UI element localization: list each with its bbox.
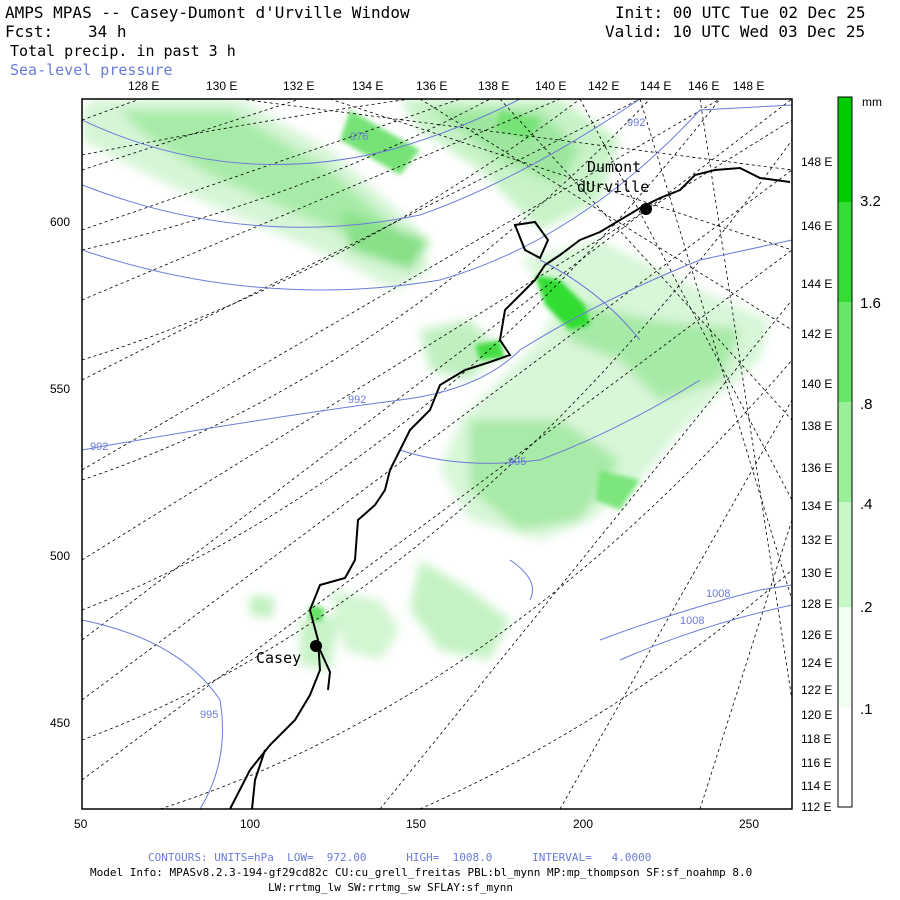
top-lon-label: 128 E xyxy=(128,79,160,93)
casey-station-marker[interactable] xyxy=(310,640,322,652)
right-lon-label: 144 E xyxy=(801,277,833,291)
dumont-label-line1: Dumont xyxy=(587,158,642,176)
precip-shading xyxy=(82,99,770,670)
colorbar-label: .1 xyxy=(860,701,873,718)
dumont-durville-station-marker[interactable] xyxy=(640,203,652,215)
colorbar-swatch-.8 xyxy=(838,302,852,402)
contour-label: 976 xyxy=(350,131,369,143)
colorbar-label: .2 xyxy=(860,599,873,616)
top-lon-label: 130 E xyxy=(206,79,238,93)
top-lon-label: 132 E xyxy=(283,79,315,93)
top-lon-label: 142 E xyxy=(588,79,620,93)
contour-label: 995 xyxy=(508,456,527,468)
model-info-line1: Model Info: MPASv8.2.3-194-gf29cd82c CU:… xyxy=(90,866,753,879)
contour-label: 1008 xyxy=(706,588,731,600)
colorbar-swatch-base xyxy=(838,707,852,807)
right-lon-label: 132 E xyxy=(801,533,833,547)
x-tick-label: 150 xyxy=(406,817,427,831)
y-tick-label: 600 xyxy=(50,215,71,229)
colorbar-swatch-.2 xyxy=(838,502,852,607)
contour-label: 1008 xyxy=(680,615,705,627)
right-lon-label: 140 E xyxy=(801,377,833,391)
forecast-hour: 34 h xyxy=(88,22,127,41)
right-lon-label: 130 E xyxy=(801,566,833,580)
casey-label: Casey xyxy=(256,649,302,667)
top-lon-label: 148 E xyxy=(733,79,765,93)
right-lon-label: 126 E xyxy=(801,628,833,642)
init-time: Init: 00 UTC Tue 02 Dec 25 xyxy=(615,3,866,22)
x-tick-label: 50 xyxy=(74,817,88,831)
right-lon-label: 120 E xyxy=(801,708,833,722)
colorbar-label: 3.2 xyxy=(860,193,881,210)
contour-info: CONTOURS: UNITS=hPa LOW= 972.00 HIGH= 10… xyxy=(148,851,652,864)
y-tick-label: 550 xyxy=(50,382,71,396)
coastline xyxy=(229,166,791,810)
model-info-line2: LW:rrtmg_lw SW:rrtmg_sw SFLAY:sf_mynn xyxy=(268,881,514,894)
colorbar-label: .4 xyxy=(860,496,873,513)
contour-label: 992 xyxy=(90,441,109,453)
colorbar-label: 1.6 xyxy=(860,295,881,312)
field-precip: Total precip. in past 3 h xyxy=(10,42,236,60)
right-lon-label: 128 E xyxy=(801,597,833,611)
right-lon-label: 138 E xyxy=(801,419,833,433)
dumont-label-line2: dUrville xyxy=(577,178,650,196)
right-lon-label: 118 E xyxy=(801,732,832,746)
x-tick-label: 200 xyxy=(573,817,594,831)
colorbar-swatch-.4 xyxy=(838,402,852,502)
colorbar-swatch-.1 xyxy=(838,607,852,707)
right-lon-label: 122 E xyxy=(801,683,833,697)
valid-time: Valid: 10 UTC Wed 03 Dec 25 xyxy=(605,22,866,41)
graticule xyxy=(82,99,792,809)
map-title: AMPS MPAS -- Casey-Dumont d'Urville Wind… xyxy=(5,3,410,22)
right-lon-label: 136 E xyxy=(801,461,833,475)
y-tick-label: 450 xyxy=(50,716,71,730)
top-lon-label: 136 E xyxy=(416,79,448,93)
field-slp: Sea-level pressure xyxy=(10,61,173,79)
colorbar-swatch-1.6 xyxy=(838,202,852,302)
contour-label: 992 xyxy=(627,117,646,129)
right-lon-label: 148 E xyxy=(801,155,833,169)
slp-contours xyxy=(82,99,792,809)
colorbar-swatch-3.2 xyxy=(838,97,852,202)
colorbar-unit: mm xyxy=(862,95,882,109)
x-tick-label: 100 xyxy=(240,817,261,831)
top-lon-label: 140 E xyxy=(535,79,567,93)
colorbar xyxy=(837,96,853,808)
contour-label: 995 xyxy=(200,709,219,721)
top-lon-label: 138 E xyxy=(478,79,510,93)
right-lon-label: 142 E xyxy=(801,327,833,341)
right-lon-label: 112 E xyxy=(801,800,832,814)
top-lon-label: 144 E xyxy=(640,79,672,93)
top-lon-label: 146 E xyxy=(688,79,720,93)
y-tick-label: 500 xyxy=(50,549,71,563)
x-tick-label: 250 xyxy=(739,817,760,831)
right-lon-label: 114 E xyxy=(801,779,832,793)
top-lon-label: 134 E xyxy=(352,79,384,93)
map-frame xyxy=(81,98,793,810)
right-lon-label: 124 E xyxy=(801,656,833,670)
forecast-label: Fcst: xyxy=(5,22,54,41)
contour-label: 992 xyxy=(348,394,367,406)
right-lon-label: 134 E xyxy=(801,499,833,513)
right-lon-label: 146 E xyxy=(801,219,833,233)
colorbar-label: .8 xyxy=(860,396,873,413)
right-lon-label: 116 E xyxy=(801,756,832,770)
